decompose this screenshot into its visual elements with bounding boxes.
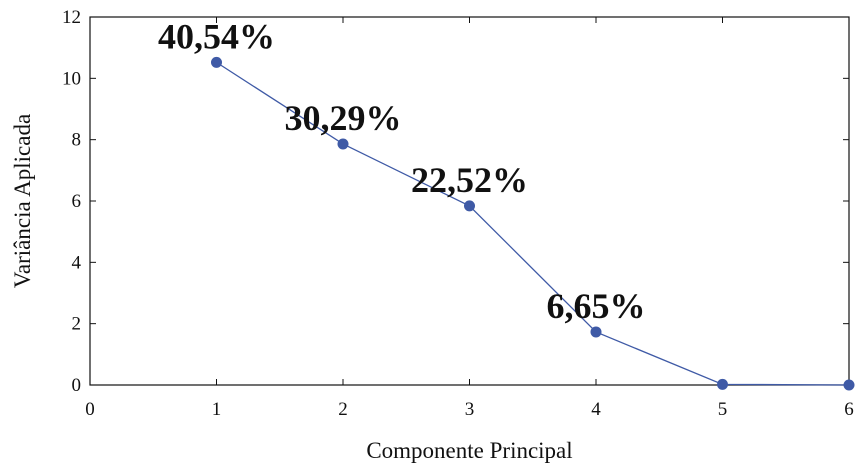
data-point [717,378,728,390]
variance-percent-label: 30,29% [285,98,402,138]
x-axis-ticks: 0 1 2 3 4 5 6 [85,17,854,420]
data-labels: 40,54% 30,29%22,52% 6,65% [158,16,646,326]
x-tick-label: 5 [718,399,728,420]
y-tick-label: 8 [72,130,82,151]
data-point [337,138,349,150]
data-point [590,326,602,338]
y-axis-title: Variância Aplicada [10,114,35,288]
y-axis-ticks: 0 2 4 6 8 10 12 [62,7,849,396]
y-tick-label: 12 [62,7,81,28]
y-tick-label: 4 [72,252,82,273]
y-tick-label: 6 [72,191,82,212]
variance-percent-label: 6,65% [547,286,646,326]
series-layer [211,56,855,391]
data-point [464,200,475,212]
y-tick-label: 2 [72,314,82,335]
x-tick-label: 6 [844,399,854,420]
variance-percent-label: 40,54% [158,16,275,56]
data-point [843,379,855,391]
y-tick-label: 0 [72,375,82,396]
x-tick-label: 0 [85,399,95,420]
x-tick-label: 3 [465,399,475,420]
x-tick-label: 2 [338,399,348,420]
data-point [211,56,222,68]
series-line [216,61,850,386]
x-tick-label: 1 [212,399,222,420]
x-tick-label: 4 [591,399,601,420]
y-tick-label: 10 [62,68,81,89]
x-axis-title: Componente Principal [366,438,572,463]
variance-percent-label: 22,52% [411,160,528,200]
